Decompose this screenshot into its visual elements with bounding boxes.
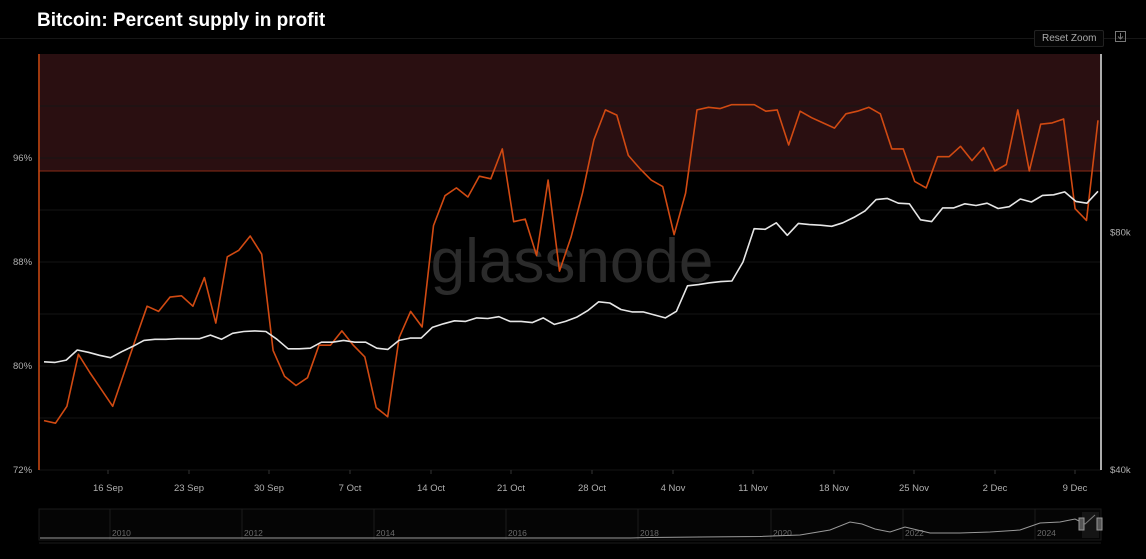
right-tick-label: $40k [1110, 465, 1131, 476]
navigator-handle-left [1078, 517, 1085, 531]
x-tick-label: 4 Nov [661, 483, 686, 494]
right-tick-label: $80k [1110, 227, 1131, 238]
x-tick-label: 23 Sep [174, 483, 204, 494]
title-divider [0, 38, 1146, 39]
threshold-band [40, 54, 1100, 171]
x-tick-label: 2 Dec [983, 483, 1008, 494]
left-tick-label: 80% [13, 361, 33, 372]
navigator-tick-label: 2012 [244, 528, 263, 538]
navigator-tick-label: 2010 [112, 528, 131, 538]
navigator-tick-label: 2024 [1037, 528, 1056, 538]
navigator-tick-label: 2016 [508, 528, 527, 538]
reset-zoom-button[interactable]: Reset Zoom [1034, 30, 1105, 47]
x-tick-label: 25 Nov [899, 483, 929, 494]
x-tick-label: 11 Nov [738, 483, 768, 494]
price-line [43, 190, 1099, 364]
x-tick-label: 30 Sep [254, 483, 284, 494]
series-group [43, 103, 1099, 425]
left-tick-label: 96% [13, 153, 33, 164]
left-axis-ticks: 72% 80% 88% 96% [13, 153, 33, 476]
left-tick-label: 72% [13, 465, 33, 476]
navigator-tick-label: 2020 [773, 528, 792, 538]
navigator-tick-label: 2014 [376, 528, 395, 538]
x-tick-label: 16 Sep [93, 483, 123, 494]
navigator-selection [1082, 512, 1099, 538]
navigator-handle-right [1096, 517, 1103, 531]
navigator[interactable]: 2010 2012 2014 2016 2018 2020 2022 2024 [38, 508, 1103, 544]
x-tick-label: 21 Oct [497, 483, 525, 494]
navigator-tick-label: 2022 [905, 528, 924, 538]
x-tick-label: 14 Oct [417, 483, 445, 494]
navigator-trace [40, 514, 1096, 539]
navigator-tick-label: 2018 [640, 528, 659, 538]
left-tick-label: 88% [13, 257, 33, 268]
x-tick-label: 7 Oct [339, 483, 362, 494]
download-icon[interactable] [1115, 31, 1126, 42]
right-axis-ticks: $40k $80k [1110, 227, 1131, 476]
x-tick-label: 28 Oct [578, 483, 606, 494]
supply-in-profit-line [43, 103, 1099, 425]
x-tick-label: 18 Nov [819, 483, 849, 494]
grid-lines [39, 105, 1101, 471]
navigator-frame [38, 508, 1102, 541]
x-tick-label: 9 Dec [1063, 483, 1088, 494]
watermark: glassnode [431, 227, 714, 296]
x-axis-ticks: 16 Sep 23 Sep 30 Sep 7 Oct 14 Oct 21 Oct 28 Oc… [93, 470, 1088, 494]
chart-title: Bitcoin: Percent supply in profit [37, 10, 326, 31]
